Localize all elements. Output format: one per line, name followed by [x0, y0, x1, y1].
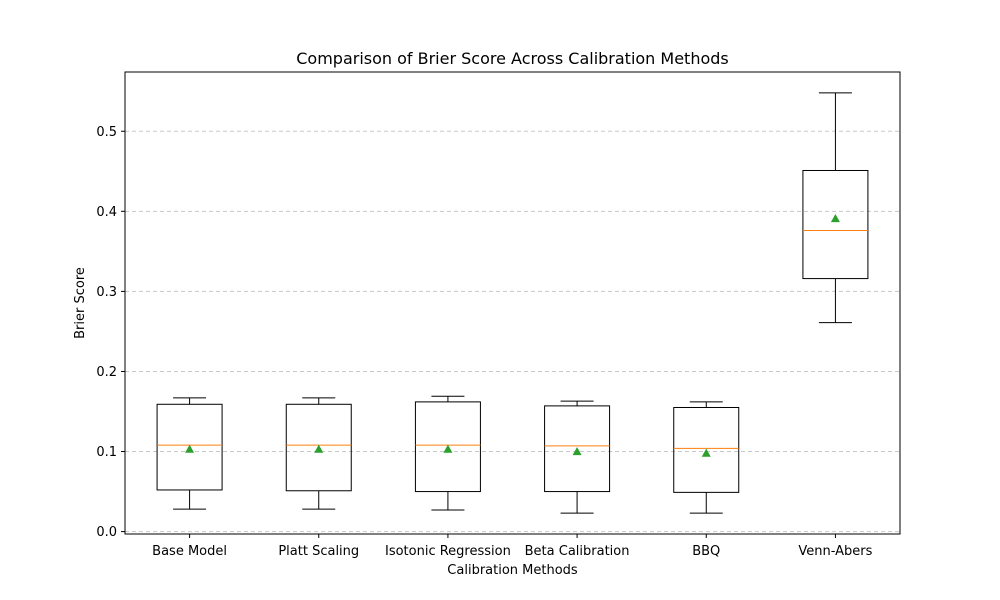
- mean-marker: [185, 444, 195, 453]
- iqr-box: [673, 406, 740, 493]
- y-tick-label: 0.5: [96, 125, 117, 140]
- x-tick-label: BBQ: [692, 544, 720, 559]
- mean-marker: [830, 214, 840, 223]
- y-axis-label: Brier Score: [73, 267, 88, 339]
- y-tick-label: 0.3: [96, 285, 117, 300]
- box-group: [544, 400, 611, 514]
- iqr-box: [414, 401, 481, 493]
- x-tick-label: Venn-Abers: [798, 544, 872, 559]
- y-tick-label: 0.1: [96, 445, 117, 460]
- box-group: [414, 395, 481, 511]
- mean-marker: [443, 444, 453, 453]
- mean-marker: [572, 447, 582, 456]
- iqr-box: [544, 405, 611, 493]
- grid-layer: [125, 130, 900, 533]
- box-group: [156, 397, 223, 510]
- chart-title: Comparison of Brier Score Across Calibra…: [296, 49, 729, 68]
- mean-marker: [701, 448, 711, 457]
- y-tick-label: 0.0: [96, 525, 117, 540]
- iqr-box: [802, 169, 869, 280]
- box-group: [802, 92, 869, 324]
- iqr-box: [156, 403, 223, 491]
- plot-frame: [124, 71, 901, 535]
- x-tick-label: Beta Calibration: [525, 544, 630, 559]
- y-tick-label: 0.2: [96, 365, 117, 380]
- mean-marker: [314, 444, 324, 453]
- x-tick-label: Isotonic Regression: [385, 544, 511, 559]
- box-layer: [156, 92, 869, 514]
- tick-layer: 0.0 0.1 0.2 0.3 0.4 0.5 Base Model Platt Scalin…: [96, 125, 872, 559]
- box-group: [285, 397, 352, 510]
- x-tick-label: Base Model: [152, 544, 227, 559]
- x-tick-label: Platt Scaling: [278, 544, 359, 559]
- x-axis-label: Calibration Methods: [447, 563, 578, 578]
- iqr-box: [285, 403, 352, 492]
- box-group: [673, 401, 740, 514]
- y-tick-label: 0.4: [96, 205, 117, 220]
